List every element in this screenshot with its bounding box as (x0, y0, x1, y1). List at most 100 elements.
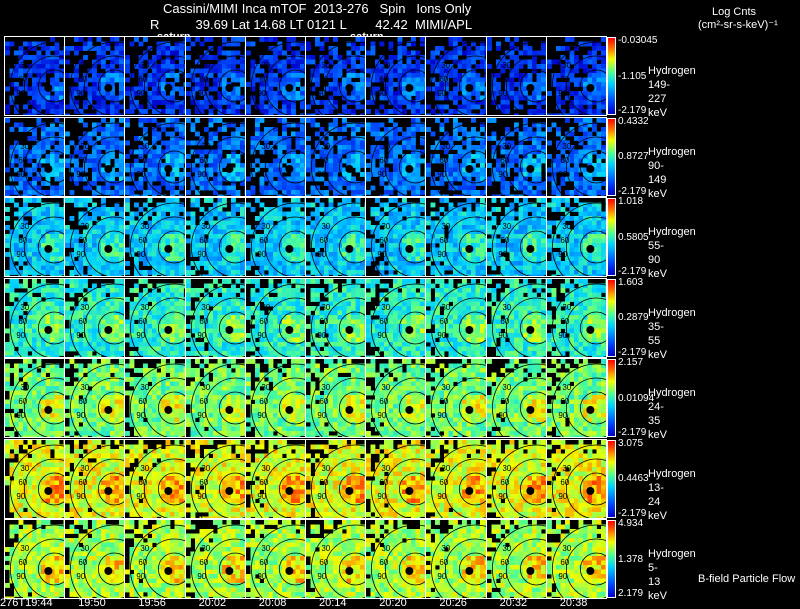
saturn-marker (224, 566, 233, 575)
saturn-marker (224, 486, 233, 495)
saturn-marker (465, 83, 474, 92)
contour-label: 60 (440, 397, 449, 406)
contour-ring (459, 552, 486, 586)
image-cell: 30 60 90 (425, 116, 487, 197)
flux-image: 30 60 90 (366, 117, 426, 196)
contour-label: 90 (137, 411, 146, 420)
contour-label: 30 (321, 141, 330, 150)
contour-ring (338, 552, 366, 586)
image-cell: 30 60 90 (124, 277, 186, 358)
image-cell: 30 60 90 (425, 36, 487, 116)
contour-label: 90 (558, 330, 567, 339)
contour-ring (264, 55, 305, 115)
contour-label: 60 (199, 558, 208, 567)
contour-ring (130, 41, 185, 115)
colorbar-min: -2.179 (618, 507, 647, 519)
contour-label: 30 (382, 544, 391, 553)
saturn-marker (285, 486, 294, 495)
image-cell: 30 60 90 (244, 519, 306, 599)
contour-label: 60 (500, 236, 509, 245)
contour-ring (519, 150, 546, 183)
flux-image: 30 60 90 (426, 117, 486, 196)
flux-image: 30 60 90 (546, 359, 606, 437)
image-cell: 30 60 90 (244, 438, 306, 519)
contour-ring (278, 472, 305, 505)
image-cell: 30 60 90 (305, 438, 367, 519)
contour-ring (250, 444, 305, 518)
contour-ring (505, 297, 546, 357)
contour-label: 60 (139, 236, 148, 245)
flux-image: 30 60 90 (486, 37, 546, 115)
contour-label: 30 (502, 544, 511, 553)
image-cell: 30 60 90 (184, 519, 246, 599)
contour-ring (130, 202, 185, 276)
time-tick-label: 20:02 (198, 597, 227, 609)
contour-ring (70, 202, 125, 276)
contour-label: 60 (440, 75, 449, 84)
contour-label: 90 (137, 89, 146, 98)
contour-label: 60 (199, 316, 208, 325)
saturn-marker (525, 83, 534, 92)
contour-label: 90 (197, 250, 206, 259)
flux-image: 30 60 90 (125, 520, 185, 598)
contour-label: 30 (201, 544, 210, 553)
colorbar-min: -2.179 (618, 346, 647, 358)
contour-ring (338, 311, 366, 344)
flux-image: 30 60 90 (65, 359, 125, 437)
contour-ring (324, 216, 366, 276)
contour-label: 60 (560, 75, 569, 84)
contour-label: 90 (498, 250, 507, 259)
contour-ring (264, 538, 305, 598)
contour-label: 60 (440, 558, 449, 567)
contour-ring (565, 136, 606, 196)
flux-image: 30 60 90 (125, 37, 185, 115)
contour-label: 60 (319, 558, 328, 567)
saturn-marker (405, 486, 414, 495)
contour-ring (324, 136, 366, 196)
contour-label: 60 (560, 236, 569, 245)
contour-ring (431, 363, 486, 437)
time-tick-label: 19:56 (138, 597, 166, 609)
image-cell: 30 60 90 (305, 519, 367, 599)
flux-image: 30 60 90 (546, 439, 606, 518)
contour-label: 90 (558, 169, 567, 178)
contour-ring (70, 41, 125, 115)
contour-label: 60 (500, 75, 509, 84)
contour-ring (338, 69, 366, 103)
flux-image: 30 60 90 (5, 278, 65, 357)
saturn-marker (586, 405, 595, 414)
contour-ring (190, 41, 245, 115)
contour-ring (84, 377, 125, 437)
contour-label: 30 (20, 383, 29, 392)
image-cell: 30 60 90 (184, 116, 246, 197)
flux-image: 30 60 90 (5, 520, 65, 598)
contour-label: 30 (442, 383, 451, 392)
contour-ring (565, 538, 606, 598)
contour-label: 90 (16, 89, 25, 98)
contour-label: 30 (442, 544, 451, 553)
saturn-marker (224, 164, 233, 173)
contour-ring (158, 230, 185, 264)
colorbar-mid: 1.378 (618, 553, 644, 565)
contour-label: 90 (16, 169, 25, 178)
image-cell: 30 60 90 (4, 438, 66, 519)
contour-label: 60 (139, 397, 148, 406)
contour-ring (278, 150, 305, 183)
contour-label: 30 (261, 383, 270, 392)
contour-ring (144, 377, 185, 437)
contour-label: 30 (20, 463, 29, 472)
contour-label: 30 (502, 141, 511, 150)
colorbar (607, 520, 616, 598)
contour-label: 30 (20, 141, 29, 150)
contour-ring (491, 202, 546, 276)
contour-label: 60 (139, 316, 148, 325)
contour-label: 60 (139, 558, 148, 567)
saturn-marker (104, 486, 113, 495)
contour-label: 30 (562, 141, 571, 150)
image-cell: 30 60 90 (64, 438, 126, 519)
contour-ring (23, 55, 65, 115)
image-cell: 30 60 90 (485, 277, 547, 358)
contour-ring (445, 216, 486, 276)
contour-label: 90 (558, 572, 567, 581)
contour-ring (23, 538, 65, 598)
